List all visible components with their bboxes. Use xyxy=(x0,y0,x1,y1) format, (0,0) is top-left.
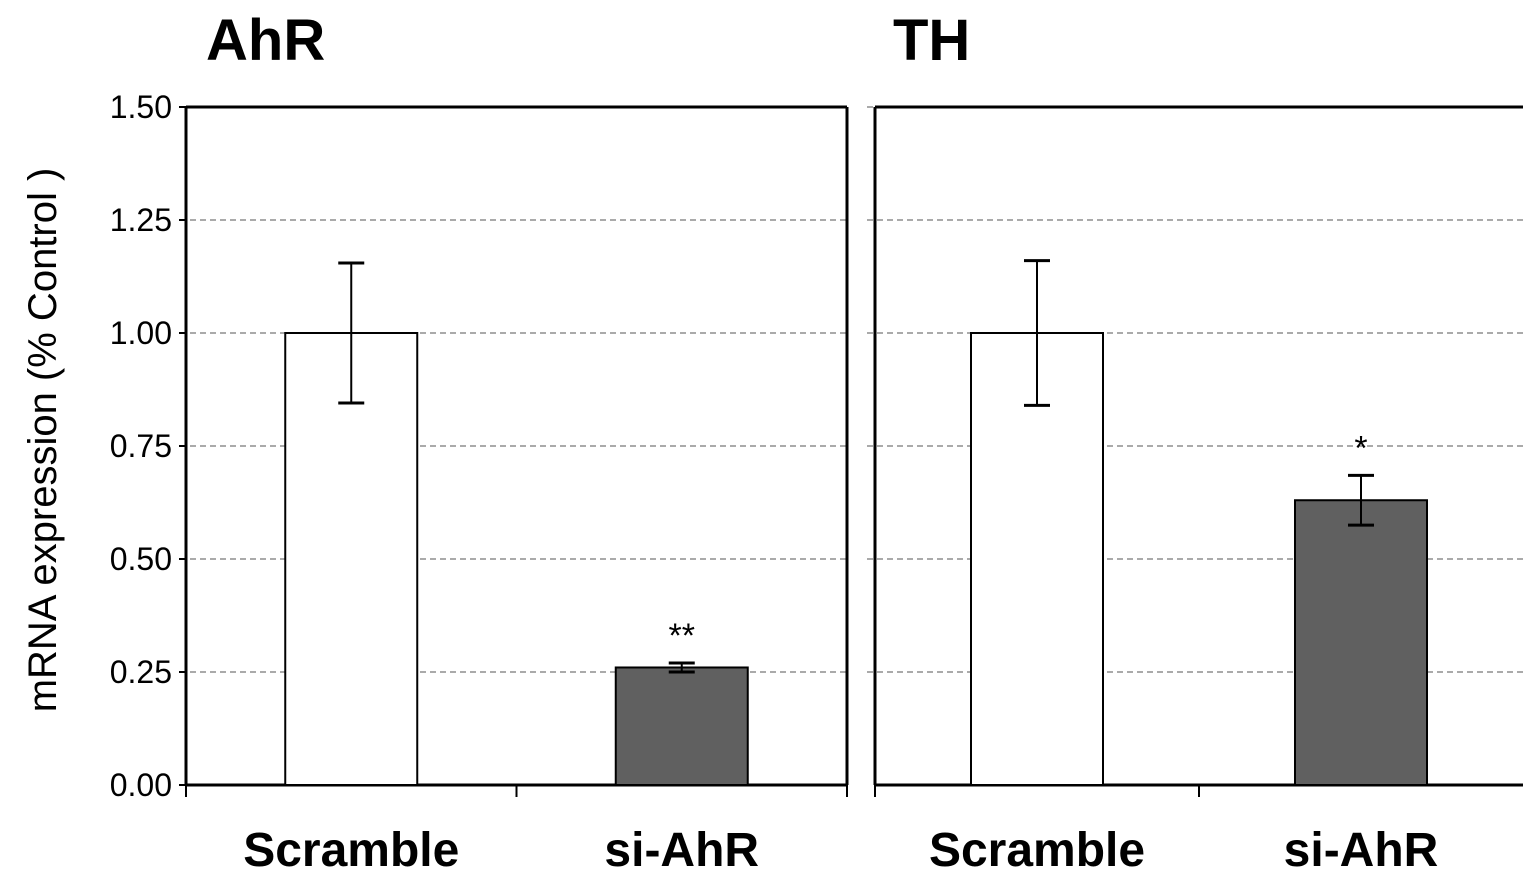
category-label-scramble: Scramble xyxy=(929,824,1145,877)
significance-label-si-ahr: ** xyxy=(669,617,695,655)
category-label-si-ahr: si-AhR xyxy=(1284,824,1439,877)
y-tick-label-1: 0.25 xyxy=(110,654,172,690)
significance-label-si-ahr: * xyxy=(1354,429,1367,467)
panel-th: Scramble * si-AhR xyxy=(867,105,1523,877)
bar-scramble xyxy=(284,332,419,786)
y-tick-labels: 0.00 0.25 0.50 0.75 1.00 1.25 1.50 xyxy=(110,89,172,803)
category-label-scramble: Scramble xyxy=(243,824,459,877)
category-label-si-ahr: si-AhR xyxy=(604,824,759,877)
y-tick-label-5: 1.25 xyxy=(110,202,172,238)
bar-si-ahr xyxy=(614,666,749,786)
y-tick-label-2: 0.50 xyxy=(110,541,172,577)
y-tick-label-0: 0.00 xyxy=(110,767,172,803)
y-tick-label-4: 1.00 xyxy=(110,315,172,351)
bar-scramble xyxy=(970,332,1104,786)
bar-si-ahr xyxy=(1294,499,1428,786)
y-axis-label: mRNA expression (% Control ) xyxy=(21,168,65,713)
panel-title-ahr: AhR xyxy=(206,8,325,73)
y-tick-label-3: 0.75 xyxy=(110,428,172,464)
panel-ahr: Scramble ** si-AhR xyxy=(179,105,849,877)
y-tick-label-6: 1.50 xyxy=(110,89,172,125)
panel-title-th: TH xyxy=(893,8,970,73)
